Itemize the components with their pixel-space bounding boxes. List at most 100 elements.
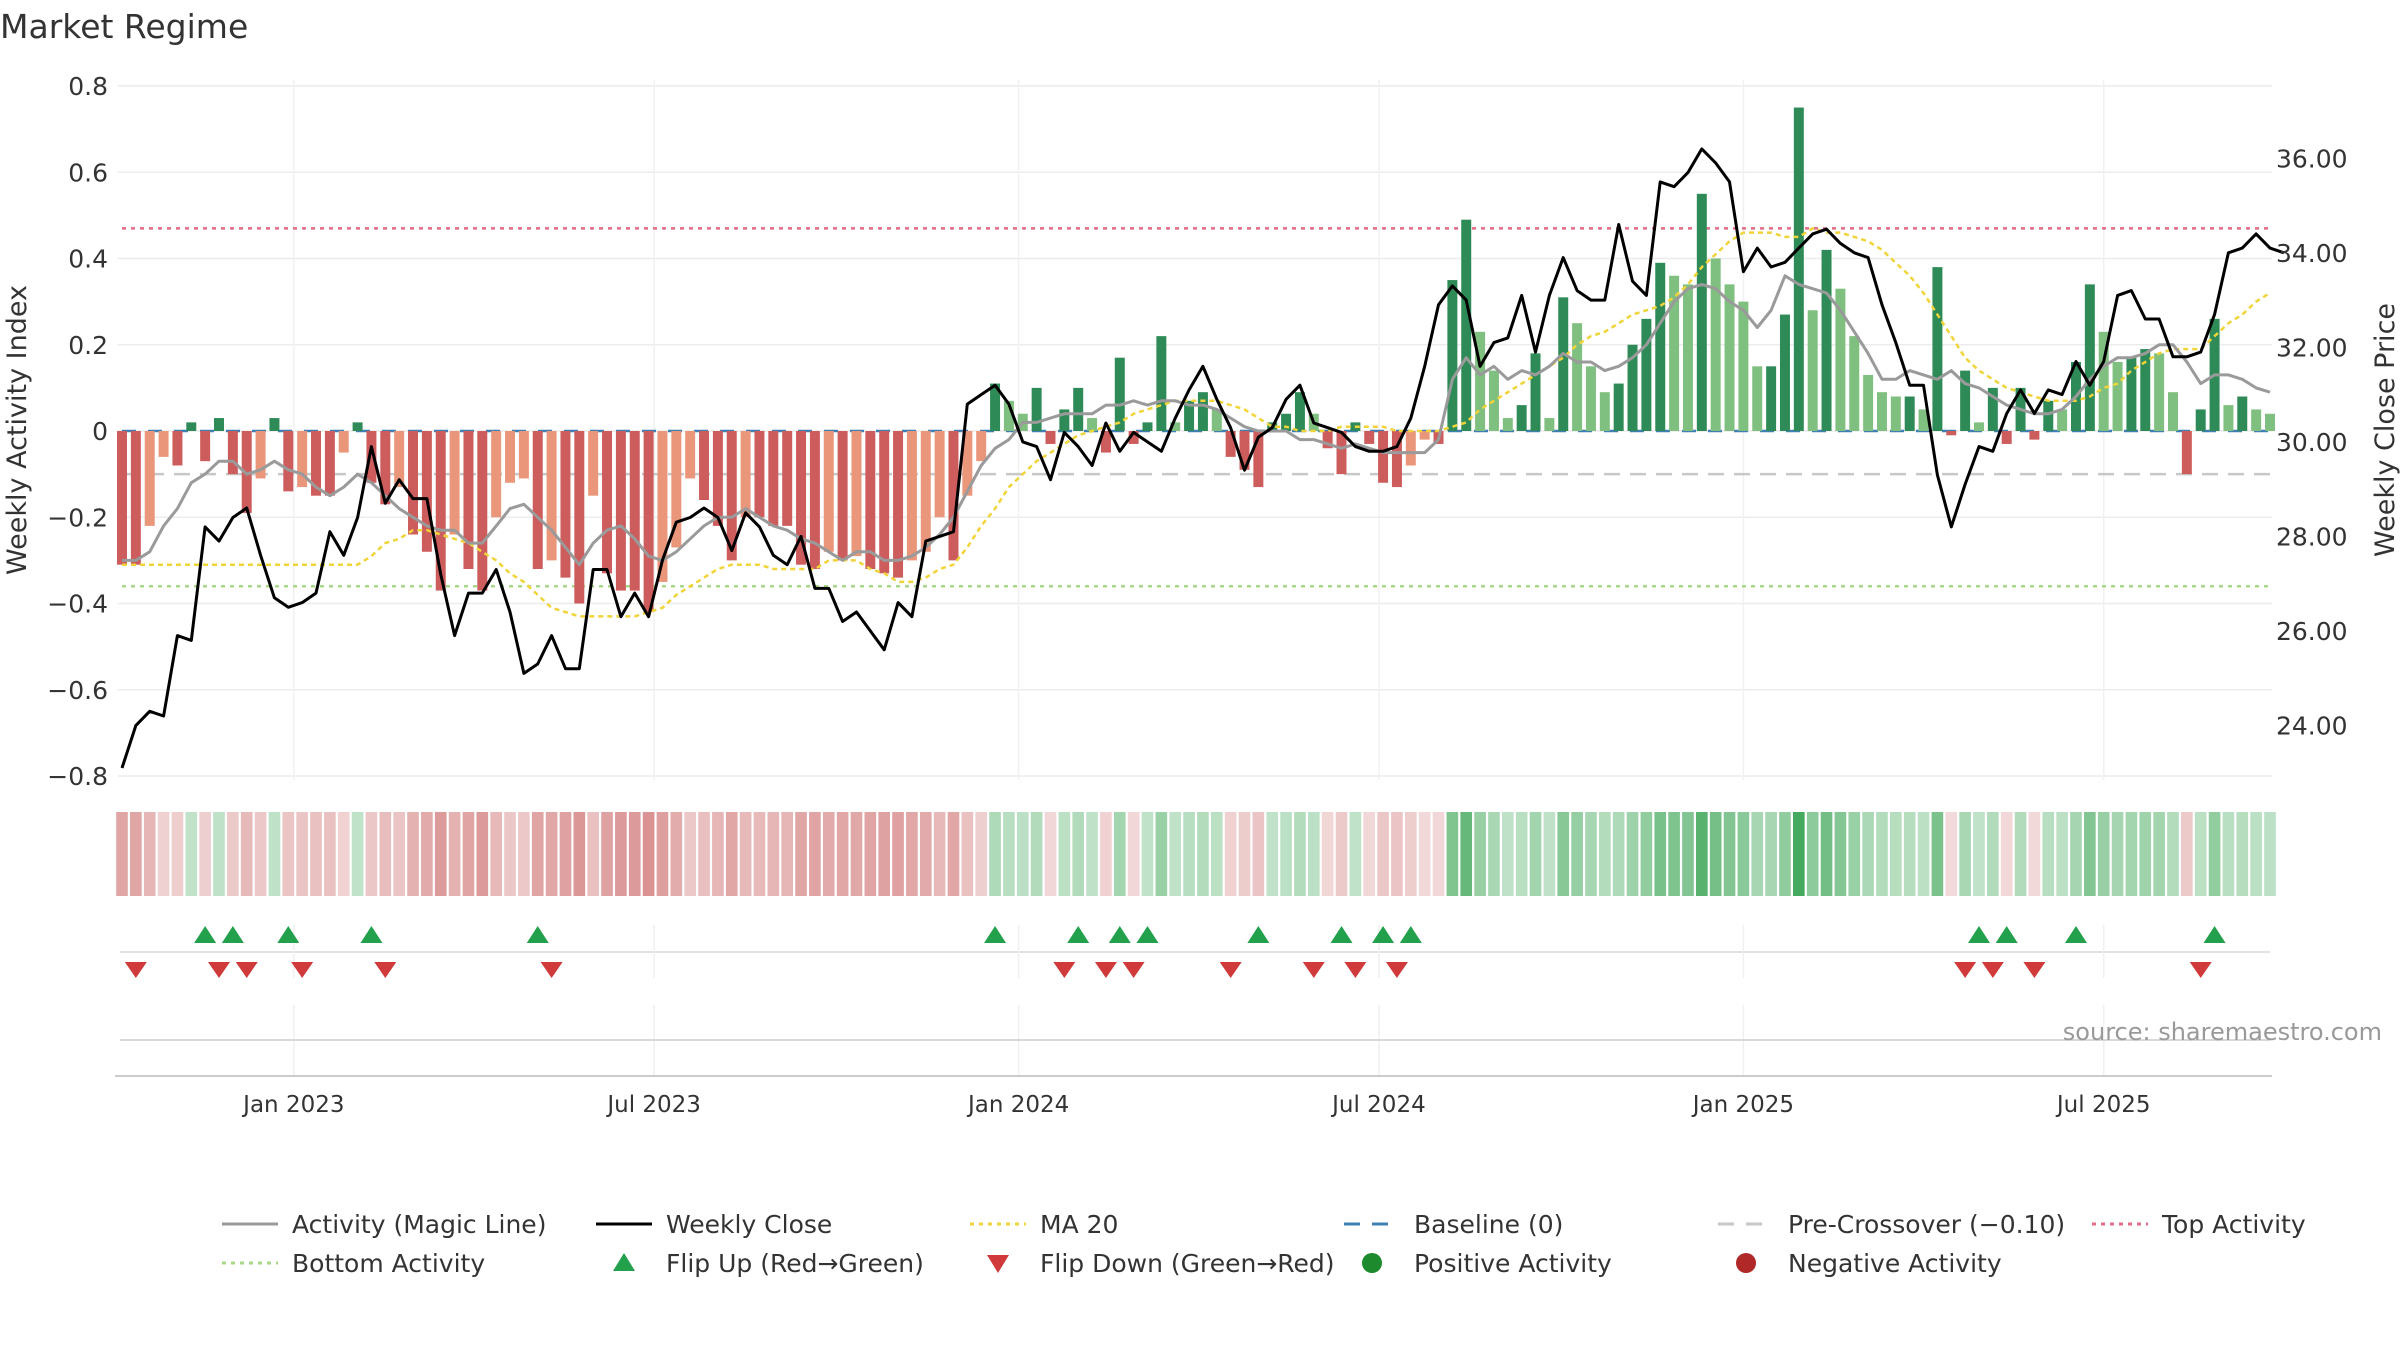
regime-strip-cell <box>1391 812 1403 896</box>
regime-strip-cell <box>698 812 710 896</box>
regime-strip-cell <box>615 812 627 896</box>
regime-strip-cell <box>1141 812 1154 896</box>
activity-bar <box>740 431 751 518</box>
activity-bar <box>1378 431 1389 483</box>
flip-down-marker <box>540 962 563 978</box>
regime-strip-cell <box>878 812 891 896</box>
regime-strip-cell <box>1488 812 1500 896</box>
regime-strip-cell <box>2264 812 2276 896</box>
regime-strip-cell <box>1529 812 1542 896</box>
activity-bar <box>311 431 322 496</box>
legend-label: Weekly Close <box>666 1210 832 1239</box>
activity-bar <box>1807 310 1818 431</box>
activity-bar <box>2126 357 2137 431</box>
activity-bar <box>1946 431 1957 436</box>
activity-bar <box>1516 405 1527 431</box>
regime-strip-cell <box>2181 812 2193 896</box>
activity-bar <box>1419 431 1430 440</box>
regime-strip-cell <box>684 812 697 896</box>
activity-bar <box>1100 431 1111 453</box>
x-tick-label: Jan 2024 <box>966 1092 1069 1118</box>
y-tick-left: 0 <box>92 417 108 446</box>
flip-up-marker <box>1067 926 1090 943</box>
activity-bar <box>255 431 266 479</box>
regime-strip-cell <box>1294 812 1306 896</box>
regime-strip-cell <box>1501 812 1514 896</box>
activity-bar <box>1669 275 1680 431</box>
regime-strip-cell <box>892 812 904 896</box>
activity-bar <box>505 431 516 483</box>
reference-lines <box>122 227 2270 588</box>
activity-bar <box>1932 267 1943 431</box>
activity-bar <box>1821 249 1832 431</box>
flip-down-marker <box>124 962 147 978</box>
activity-bar <box>491 431 502 518</box>
activity-bar <box>2043 400 2054 431</box>
activity-bar <box>1863 374 1874 431</box>
legend-item: Flip Down (Green→Red) <box>987 1249 1335 1278</box>
legend-swatch-triangle-down <box>987 1255 1009 1273</box>
regime-strip-cell <box>254 812 267 896</box>
regime-strip-cell <box>1252 812 1265 896</box>
legend-label: Activity (Magic Line) <box>292 1210 546 1239</box>
activity-bar <box>338 431 349 453</box>
activity-bar <box>1211 409 1222 431</box>
activity-bar <box>990 383 1001 431</box>
y-tick-right: 36.00 <box>2276 144 2348 173</box>
activity-bar <box>1087 418 1098 431</box>
regime-strip-cell <box>1931 812 1944 896</box>
activity-bar <box>1613 383 1624 431</box>
y-tick-right: 32.00 <box>2276 333 2348 362</box>
flip-up-marker <box>2064 926 2087 943</box>
activity-bar <box>602 431 613 574</box>
y-tick-right: 28.00 <box>2276 522 2348 551</box>
regime-strip-cell <box>1446 812 1459 896</box>
activity-bar <box>588 431 599 496</box>
flip-down-marker <box>1219 962 1242 978</box>
regime-strip-cell <box>1779 812 1791 896</box>
lower-panel: Jan 2023 Jul 2023 Jan 2024 Jul 2024 Jan 2025… <box>115 1005 2272 1118</box>
regime-strip-cell <box>1571 812 1583 896</box>
y-tick-right: 34.00 <box>2276 239 2348 268</box>
y-axis-label-right: Weekly Close Price <box>2370 303 2400 557</box>
regime-strip-cell <box>268 812 281 896</box>
flip-down-marker <box>235 962 258 978</box>
regime-strip-cell <box>393 812 405 896</box>
regime-strip-cell <box>795 812 807 896</box>
legend-swatch-triangle-up <box>613 1253 635 1271</box>
activity-bar <box>1779 314 1790 431</box>
activity-bar <box>324 431 335 496</box>
activity-bar <box>879 431 890 574</box>
regime-strip-cell <box>933 812 946 896</box>
regime-strip-cell <box>781 812 794 896</box>
regime-strip-cell <box>1682 812 1694 896</box>
regime-strip-cell <box>864 812 877 896</box>
regime-strip-cell <box>2028 812 2041 896</box>
regime-strip-cell <box>1460 812 1473 896</box>
regime-strip-cell <box>975 812 988 896</box>
regime-strip-cell <box>1654 812 1667 896</box>
activity-bar <box>754 431 765 518</box>
activity-bar <box>117 431 127 565</box>
regime-strip-cell <box>1515 812 1528 896</box>
regime-strip-cell <box>1404 812 1417 896</box>
legend-swatch-dot <box>1736 1253 1756 1273</box>
flip-up-marker <box>526 926 549 943</box>
activity-bar <box>1890 396 1901 431</box>
flip-up-marker <box>2203 926 2226 943</box>
activity-bar <box>2084 284 2095 431</box>
regime-strip-cell <box>1640 812 1653 896</box>
activity-bar <box>574 431 585 604</box>
activity-bar <box>214 418 224 431</box>
activity-bar <box>2001 431 2012 444</box>
regime-strip-cell <box>2014 812 2027 896</box>
activity-bar <box>1114 357 1125 431</box>
x-tick-label: Jul 2024 <box>1330 1092 1426 1118</box>
activity-bar <box>1530 353 1541 431</box>
regime-strip-cell <box>1432 812 1445 896</box>
legend-item: Positive Activity <box>1362 1249 1612 1278</box>
y-tick-left: −0.8 <box>47 762 108 791</box>
regime-strip-cell <box>1709 812 1722 896</box>
regime-strip-cell <box>1169 812 1182 896</box>
